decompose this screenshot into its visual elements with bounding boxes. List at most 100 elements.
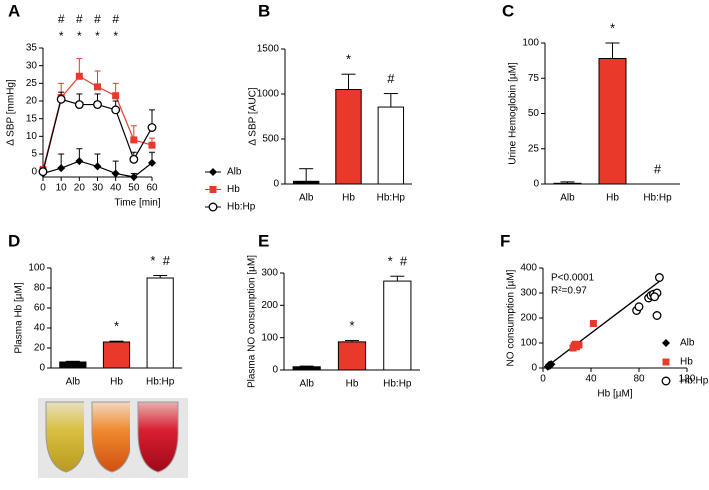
y-axis-label: Δ SBP [AUC] bbox=[248, 87, 259, 145]
data-point bbox=[650, 292, 660, 302]
legend-marker bbox=[209, 186, 217, 193]
y-tick-label: 0 bbox=[533, 179, 539, 190]
y-tick-label: 20 bbox=[34, 343, 46, 354]
significance-mark: * bbox=[114, 319, 119, 334]
y-tick-label: 50 bbox=[528, 108, 540, 119]
x-axis-label: Hb [µM] bbox=[597, 389, 632, 400]
y-tick-label: 0 bbox=[39, 363, 45, 374]
y-axis-label: Plasma Hb [µM] bbox=[14, 282, 25, 354]
data-point bbox=[75, 157, 84, 166]
stat-label: P<0.0001 bbox=[551, 273, 595, 284]
significance-mark: * bbox=[59, 29, 64, 43]
y-tick-label: 1000 bbox=[257, 89, 280, 100]
y-tick-label: 400 bbox=[520, 263, 537, 274]
legend-marker bbox=[208, 202, 218, 212]
significance-mark: # bbox=[112, 12, 119, 26]
x-tick-label: Hb bbox=[346, 379, 359, 390]
x-tick-label: 40 bbox=[585, 374, 597, 385]
legend-label: Hb:Hp bbox=[680, 376, 709, 387]
y-tick-label: 75 bbox=[528, 73, 540, 84]
bar bbox=[292, 366, 321, 371]
data-point bbox=[93, 100, 102, 109]
y-tick-label: 25 bbox=[26, 78, 38, 89]
data-point bbox=[38, 167, 48, 177]
y-axis-label: Urine Hemoglobin [µM] bbox=[508, 62, 519, 165]
x-tick-label: 80 bbox=[633, 374, 645, 385]
significance-mark: * # bbox=[388, 254, 408, 269]
regression-line bbox=[546, 279, 662, 368]
significance-mark: # bbox=[76, 12, 83, 26]
significance-mark: # bbox=[387, 71, 395, 86]
x-tick-label: 60 bbox=[146, 183, 158, 194]
significance-mark: * bbox=[349, 318, 354, 333]
bar bbox=[383, 280, 412, 371]
x-tick-label: Hb:Hp bbox=[146, 377, 175, 388]
data-point bbox=[545, 361, 553, 370]
y-tick-label: 5 bbox=[31, 149, 37, 160]
y-tick-label: 0 bbox=[531, 363, 537, 374]
x-tick-label: Alb bbox=[299, 379, 314, 390]
y-axis-label: NO consumption [µM] bbox=[506, 269, 517, 366]
significance-mark: # bbox=[58, 12, 65, 26]
legend-marker bbox=[209, 168, 217, 176]
y-tick-label: 40 bbox=[34, 323, 46, 334]
x-tick-label: 120 bbox=[679, 374, 696, 385]
x-tick-label: Hb bbox=[110, 377, 123, 388]
data-point bbox=[148, 158, 156, 167]
bar bbox=[146, 277, 174, 369]
x-tick-label: 30 bbox=[92, 183, 104, 194]
y-tick-label: 10 bbox=[26, 131, 38, 142]
data-point bbox=[75, 72, 83, 80]
legend-label: Hb bbox=[227, 184, 240, 195]
significance-mark: * bbox=[610, 20, 615, 35]
x-tick-label: Alb bbox=[66, 377, 81, 388]
x-tick-label: Hb bbox=[606, 193, 619, 204]
bar bbox=[337, 341, 367, 371]
data-point bbox=[111, 105, 121, 115]
y-tick-label: 0 bbox=[272, 365, 278, 376]
x-tick-label: 0 bbox=[540, 374, 546, 385]
legend-label: Hb bbox=[680, 357, 693, 368]
significance-mark: # bbox=[94, 12, 101, 26]
significance-mark: * bbox=[346, 52, 351, 67]
panel-letter: F bbox=[500, 231, 510, 250]
legend-label: Hb:Hp bbox=[227, 202, 256, 213]
data-point bbox=[147, 123, 157, 132]
y-tick-label: 0 bbox=[31, 166, 37, 177]
x-tick-label: Alb bbox=[299, 193, 314, 204]
y-tick-label: 30 bbox=[26, 60, 38, 71]
y-tick-label: 500 bbox=[262, 134, 279, 145]
stat-label: R²=0.97 bbox=[551, 286, 587, 297]
legend-marker bbox=[661, 376, 671, 386]
x-tick-label: Hb:Hp bbox=[383, 379, 412, 390]
legend-marker bbox=[662, 339, 670, 347]
y-tick-label: 200 bbox=[520, 313, 537, 324]
y-axis-label: Plasma NO consumption [µM] bbox=[247, 255, 258, 388]
y-axis-label: Δ SBP [mmHg] bbox=[6, 79, 17, 146]
bar bbox=[598, 58, 627, 185]
sample-tubes bbox=[38, 398, 188, 478]
panel-letter: C bbox=[502, 1, 514, 20]
bar bbox=[377, 106, 405, 185]
data-point bbox=[111, 169, 120, 178]
y-tick-label: 60 bbox=[34, 303, 46, 314]
y-tick-label: 35 bbox=[26, 43, 38, 54]
y-tick-label: 300 bbox=[261, 268, 278, 279]
y-tick-label: 20 bbox=[26, 96, 38, 107]
legend-marker bbox=[662, 358, 670, 366]
data-point bbox=[57, 164, 66, 173]
data-point bbox=[93, 162, 102, 171]
x-tick-label: 50 bbox=[128, 183, 140, 194]
data-point bbox=[74, 100, 84, 109]
y-tick-label: 25 bbox=[528, 143, 540, 154]
legend-label: Alb bbox=[680, 338, 695, 349]
y-tick-label: 300 bbox=[520, 288, 537, 299]
panel-letter: B bbox=[258, 1, 270, 20]
bar bbox=[292, 180, 320, 185]
bar bbox=[335, 89, 362, 185]
significance-mark: # bbox=[654, 161, 662, 176]
data-point bbox=[634, 302, 644, 312]
x-tick-label: 20 bbox=[74, 183, 86, 194]
y-tick-label: 80 bbox=[34, 283, 46, 294]
